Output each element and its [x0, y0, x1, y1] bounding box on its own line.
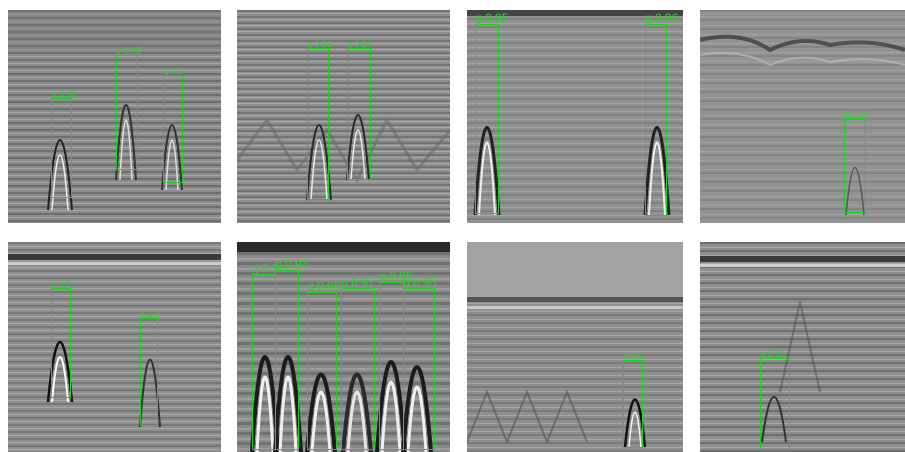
detection-box: g 0.9 — [51, 279, 71, 398]
gpr-panel-4: g 0.96 — [700, 10, 905, 223]
detection-label: g 0.94 — [347, 39, 373, 49]
gpr-scan-image — [8, 242, 221, 452]
detection-label: g 0.86 — [379, 269, 413, 283]
detection-box: g 0.93 — [51, 89, 76, 198]
gpr-panel-1: g 0.93 g 0.95 g 0.9 — [8, 10, 221, 223]
gpr-panel-7: g 0.9 — [467, 242, 683, 452]
detection-label: g 0.97 — [341, 275, 375, 289]
gpr-scan-image — [237, 10, 450, 223]
detection-box: g 0.95 — [760, 349, 790, 450]
detection-box: g 0.95 — [116, 46, 141, 170]
detection-box: g 0.9 — [163, 66, 183, 183]
detection-label: g 0.93 — [51, 89, 77, 99]
detection-box: g 0.94 — [347, 39, 372, 180]
detection-label: g 0.95 — [116, 46, 142, 56]
detection-label: g 0.9 — [140, 309, 161, 319]
gpr-panel-3: g 0.95 g 0.96 — [467, 10, 683, 223]
detection-label: g 0.96 — [844, 109, 870, 119]
detection-label: g 0.95 — [475, 11, 509, 25]
gpr-scan-image — [467, 242, 683, 452]
detection-box: g 0.93 — [275, 258, 308, 450]
detection-box: g 0.9 — [140, 309, 160, 426]
gpr-panel-2: g 0.93 g 0.94 — [237, 10, 450, 223]
detection-box: g 0.97 — [341, 276, 375, 450]
gpr-panel-5: g 0.9 g 0.9 — [8, 242, 221, 452]
gpr-panel-8: g 0.95 — [700, 242, 905, 452]
detection-label: g 0.95 — [760, 349, 786, 359]
detection-label: g 0.9 — [163, 66, 184, 76]
detection-label: g 0.9 — [252, 261, 279, 275]
gpr-scan-image — [700, 10, 905, 223]
gpr-scan-image — [237, 242, 450, 452]
detection-box: g 0.96 — [307, 280, 340, 450]
gpr-scan-image — [700, 242, 905, 452]
detection-box: g 0.93 — [403, 276, 436, 450]
detection-box: g 0.93 — [307, 39, 332, 200]
detection-label: g 0.9 — [51, 279, 72, 289]
detection-box: g 0.96 — [844, 109, 869, 213]
gpr-scan-image — [8, 10, 221, 223]
detection-box: g 0.9 — [623, 351, 643, 448]
detection-label: g 0.93 — [307, 39, 333, 49]
detection-box: g 0.9 — [252, 262, 279, 450]
detection-label: g 0.9 — [623, 351, 644, 361]
detection-label: g 0.93 — [403, 275, 437, 289]
detection-box: g 0.95 — [475, 12, 508, 214]
detection-label: g 0.93 — [275, 257, 309, 271]
gpr-scan-image — [467, 10, 683, 223]
detection-box: g 0.86 — [379, 270, 412, 450]
detection-label: g 0.96 — [307, 279, 341, 293]
detection-box: g 0.96 — [645, 12, 678, 216]
gpr-panel-6: g 0.9 g 0.93 g 0.96 g 0.97 g 0.86 g 0.93 — [237, 242, 450, 452]
detection-label: g 0.96 — [645, 11, 679, 25]
